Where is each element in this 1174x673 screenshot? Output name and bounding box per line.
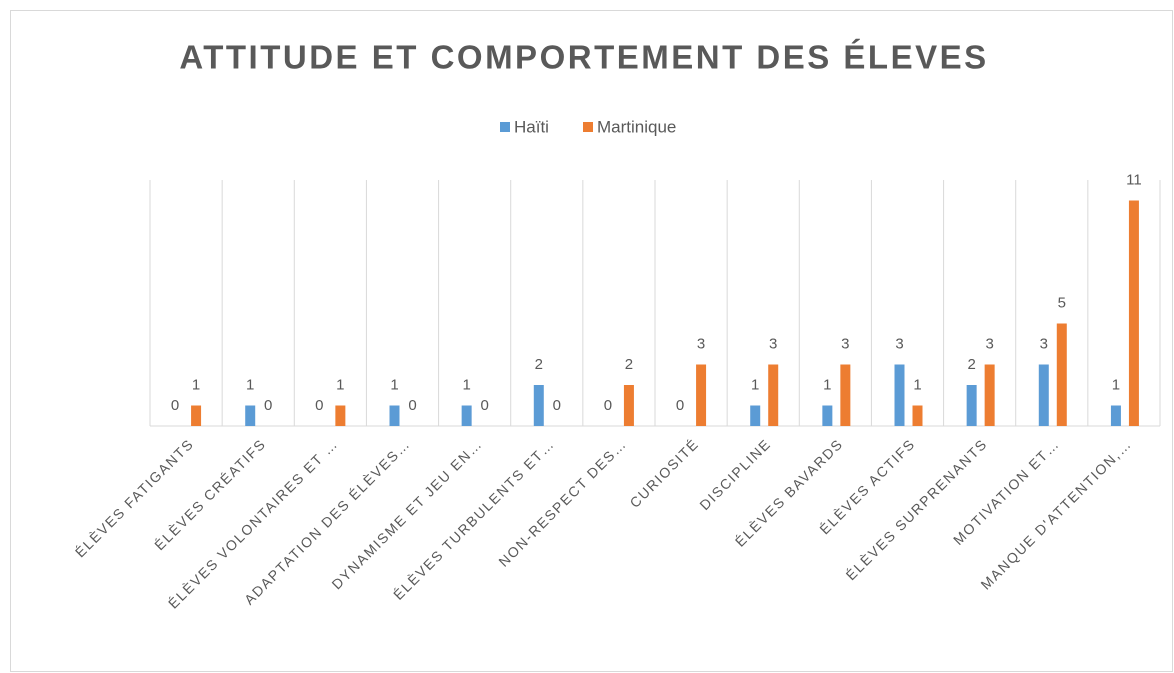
- value-label: 1: [390, 376, 398, 393]
- bar: [696, 364, 707, 426]
- bar: [750, 405, 761, 426]
- legend-swatch: [500, 122, 510, 132]
- bar: [822, 405, 833, 426]
- bar: [984, 364, 995, 426]
- bar: [894, 364, 905, 426]
- bar: [335, 405, 346, 426]
- value-label: 1: [336, 376, 344, 393]
- bar: [966, 385, 977, 426]
- value-label: 0: [408, 397, 416, 414]
- value-label: 5: [1058, 294, 1066, 311]
- bar: [389, 405, 400, 426]
- value-label: 3: [1040, 335, 1048, 352]
- bar: [245, 405, 256, 426]
- value-label: 1: [913, 376, 921, 393]
- bar: [1038, 364, 1049, 426]
- bar: [1110, 405, 1121, 426]
- value-label: 1: [751, 376, 759, 393]
- bar: [623, 385, 634, 426]
- value-label: 1: [823, 376, 831, 393]
- bar: [1128, 200, 1139, 426]
- legend-swatch: [583, 122, 593, 132]
- value-label: 1: [192, 376, 200, 393]
- bar: [533, 385, 544, 426]
- bar: [840, 364, 851, 426]
- value-label: 3: [895, 335, 903, 352]
- value-label: 3: [985, 335, 993, 352]
- bar: [461, 405, 472, 426]
- value-label: 3: [769, 335, 777, 352]
- bar: [912, 405, 923, 426]
- value-label: 3: [697, 335, 705, 352]
- value-label: 1: [462, 376, 470, 393]
- value-label: 0: [604, 397, 612, 414]
- value-label: 0: [264, 397, 272, 414]
- value-label: 2: [967, 356, 975, 373]
- value-label: 2: [625, 356, 633, 373]
- chart-frame: [10, 10, 1173, 672]
- legend-label: Haïti: [514, 117, 549, 136]
- value-label: 0: [676, 397, 684, 414]
- bar: [191, 405, 202, 426]
- value-label: 1: [246, 376, 254, 393]
- value-label: 2: [535, 356, 543, 373]
- value-label: 1: [1112, 376, 1120, 393]
- value-label: 3: [841, 335, 849, 352]
- legend-label: Martinique: [597, 117, 676, 136]
- value-label: 0: [171, 397, 179, 414]
- bar: [768, 364, 779, 426]
- value-label: 0: [315, 397, 323, 414]
- chart-title: ATTITUDE ET COMPORTEMENT DES ÉLEVES: [179, 39, 988, 76]
- value-label: 0: [480, 397, 488, 414]
- value-label: 11: [1126, 171, 1142, 188]
- value-label: 0: [553, 397, 561, 414]
- bar: [1056, 323, 1067, 426]
